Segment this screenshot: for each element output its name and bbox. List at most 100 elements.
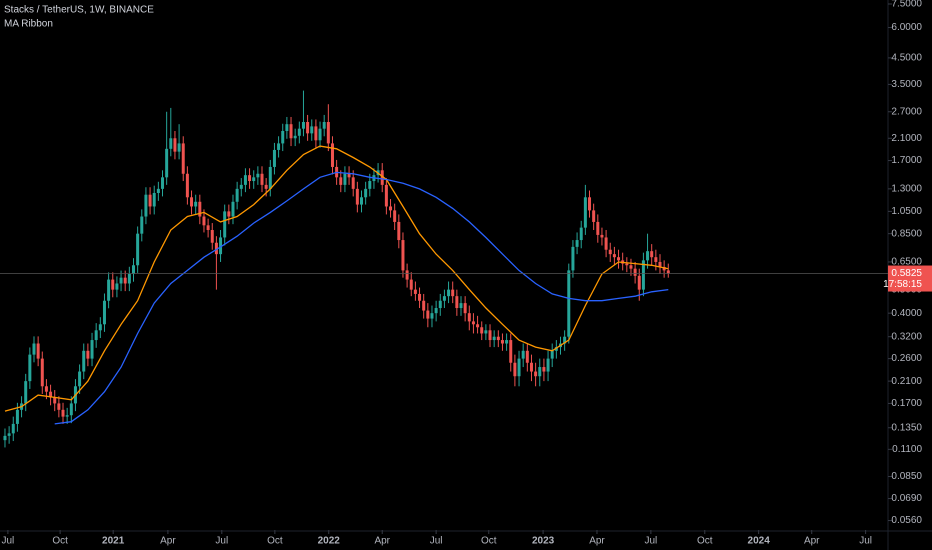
y-tick-label: 0.1700 — [891, 398, 922, 409]
candle-body — [496, 336, 500, 341]
candle-body — [608, 249, 612, 255]
candle-body — [513, 362, 517, 377]
candle-body — [430, 313, 434, 319]
y-tick-label: 3.5000 — [891, 79, 922, 90]
candle-body — [442, 296, 446, 301]
y-tick-label: 1.0500 — [891, 206, 922, 217]
candle-body — [397, 221, 401, 241]
candle-body — [579, 227, 583, 241]
candle-body — [658, 261, 662, 267]
x-tick-label: 2024 — [748, 536, 771, 547]
candle-body — [94, 330, 98, 341]
x-tick-label: Jul — [430, 536, 443, 547]
candle-body — [177, 143, 181, 152]
candle-body — [28, 354, 32, 382]
candle-body — [119, 277, 123, 284]
x-tick-label: Oct — [267, 536, 283, 547]
candle-body — [426, 310, 430, 319]
candle-body — [550, 350, 554, 359]
x-tick-label: 2023 — [532, 536, 555, 547]
candle-body — [289, 124, 293, 139]
candle-body — [538, 367, 542, 377]
candle-body — [11, 423, 15, 434]
candle-body — [360, 197, 364, 205]
x-tick-label: Jul — [644, 536, 657, 547]
candle-body — [152, 192, 156, 207]
x-tick-label: 2021 — [102, 536, 125, 547]
candle-body — [268, 166, 272, 189]
candle-body — [418, 293, 422, 301]
candle-body — [326, 122, 330, 144]
y-tick-label: 0.2600 — [891, 353, 922, 364]
candle-body — [596, 221, 600, 235]
candle-body — [355, 188, 359, 205]
candle-body — [297, 128, 301, 136]
candle-body — [7, 433, 11, 436]
candle-body — [554, 347, 558, 351]
candle-body — [380, 170, 384, 185]
candle-body — [277, 143, 281, 150]
candle-body — [409, 279, 413, 290]
candle-body — [173, 138, 177, 152]
candle-body — [127, 273, 131, 284]
candle-body — [235, 188, 239, 202]
candle-body — [384, 184, 388, 207]
candle-body — [49, 391, 53, 398]
candle-body — [393, 210, 397, 222]
y-tick-label: 7.5000 — [891, 0, 922, 10]
candle-body — [306, 122, 310, 134]
candle-body — [318, 128, 322, 141]
candle-body — [364, 188, 368, 198]
candle-body — [256, 173, 260, 178]
candle-body — [36, 343, 40, 359]
candle-body — [521, 350, 525, 359]
candle-body — [588, 197, 592, 211]
x-tick-label: Apr — [374, 536, 390, 547]
x-tick-label: Apr — [589, 536, 605, 547]
candle-body — [641, 260, 645, 290]
candle-body — [604, 237, 608, 250]
candle-body — [405, 270, 409, 280]
y-tick-label: 0.1350 — [891, 422, 922, 433]
candle-body — [202, 216, 206, 226]
candle-body — [480, 327, 484, 334]
candle-body — [488, 330, 492, 341]
candle-body — [190, 197, 194, 207]
y-tick-label: 0.0850 — [891, 471, 922, 482]
candle-body — [612, 254, 616, 258]
candle-body — [650, 251, 654, 258]
candle-body — [422, 300, 426, 311]
candle-body — [86, 350, 90, 359]
candle-body — [107, 279, 111, 301]
candle-body — [617, 257, 621, 261]
x-tick-label: Apr — [804, 536, 820, 547]
candle-body — [401, 240, 405, 271]
candle-body — [264, 184, 268, 189]
candle-body — [161, 177, 165, 189]
candle-body — [447, 289, 451, 297]
chart-title: Stacks / TetherUS, 1W, BINANCE — [4, 5, 154, 16]
candle-body — [534, 371, 538, 377]
candle-body — [583, 197, 587, 228]
candle-body — [223, 211, 227, 238]
candle-body — [347, 173, 351, 178]
candle-body — [492, 336, 496, 341]
candle-body — [69, 403, 73, 416]
indicator-name: MA Ribbon — [4, 19, 53, 30]
candle-body — [272, 149, 276, 167]
candle-body — [123, 277, 127, 284]
candle-body — [451, 289, 455, 297]
plot-area — [3, 90, 670, 448]
candle-body — [343, 173, 347, 185]
candle-body — [575, 240, 579, 247]
candle-body — [239, 184, 243, 189]
candle-body — [206, 225, 210, 231]
y-tick-label: 0.8500 — [891, 228, 922, 239]
candle-body — [339, 177, 343, 185]
candle-body — [24, 381, 28, 404]
candle-body — [131, 265, 135, 274]
candle-body — [231, 201, 235, 217]
candle-body — [227, 211, 231, 217]
